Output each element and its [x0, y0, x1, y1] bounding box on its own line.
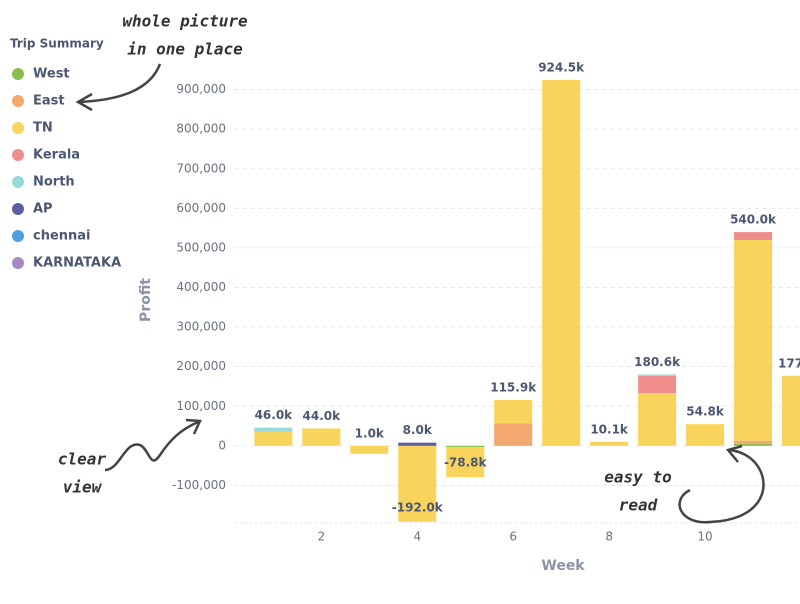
legend-marker[interactable]: [12, 176, 24, 188]
bar-segment: [254, 427, 293, 432]
bar-segment: [734, 440, 773, 444]
annotation-arrow: [75, 63, 162, 112]
legend-marker[interactable]: [12, 257, 24, 269]
legend-label[interactable]: AP: [33, 202, 53, 217]
bar-segment: [350, 445, 389, 454]
bar-segment: [398, 442, 437, 446]
y-tick-label: 400,000: [176, 280, 226, 294]
annotation: view: [63, 478, 103, 497]
bar-segment: [398, 445, 437, 522]
total-label: 177.0k: [778, 356, 800, 370]
y-tick-label: 500,000: [176, 240, 226, 254]
legend-label[interactable]: chennai: [33, 229, 91, 244]
y-tick-label: 100,000: [176, 399, 226, 413]
bar-segment: [446, 447, 485, 478]
y-tick-label: 600,000: [176, 201, 226, 215]
legend-marker[interactable]: [12, 203, 24, 215]
x-axis-label: Week: [541, 558, 585, 574]
legend-label[interactable]: Kerala: [33, 148, 80, 163]
annotation: easy to: [604, 468, 671, 487]
legend-marker[interactable]: [12, 68, 24, 80]
legend-label[interactable]: KARNATAKA: [33, 256, 121, 271]
bar-segment: [734, 232, 773, 240]
total-label: 540.0k: [730, 213, 777, 227]
bar-segment: [302, 428, 341, 446]
legend-marker[interactable]: [12, 95, 24, 107]
y-tick-label: -100,000: [172, 478, 226, 492]
legend-marker[interactable]: [12, 149, 24, 161]
bar-segment: [494, 423, 533, 446]
bar-segment: [542, 79, 581, 446]
annotations: whole picture in one place clear view ea…: [58, 12, 765, 524]
x-tick-label: 10: [697, 530, 712, 544]
bar-segment: [590, 441, 629, 446]
bar-segment: [734, 240, 773, 441]
y-tick-label: 200,000: [176, 359, 226, 373]
bar-segment: [638, 393, 677, 446]
total-label: 924.5k: [538, 60, 585, 74]
legend-label[interactable]: West: [33, 67, 70, 82]
total-label: 115.9k: [490, 380, 537, 394]
legend-label[interactable]: East: [33, 94, 65, 109]
annotation-arrow: [104, 418, 202, 472]
y-tick-label: 700,000: [176, 161, 226, 175]
annotation-arrow: [678, 444, 765, 524]
total-label: 54.8k: [686, 405, 725, 419]
annotation: in one place: [127, 40, 243, 59]
x-tick-label: 8: [605, 530, 613, 544]
annotation: clear: [58, 450, 107, 469]
y-tick-label: 0: [218, 438, 226, 452]
bar-segment: [638, 374, 677, 376]
x-tick-label: 4: [413, 530, 421, 544]
x-tick-label: 6: [509, 530, 517, 544]
y-tick-label: 300,000: [176, 320, 226, 334]
bar-segment: [254, 431, 293, 446]
bar-segment: [638, 375, 677, 394]
total-label: 46.0k: [255, 408, 294, 422]
total-label: 44.0k: [303, 409, 342, 423]
legend-title: Trip Summary: [10, 37, 104, 51]
total-label: 180.6k: [634, 355, 681, 369]
y-axis-label: Profit: [138, 278, 154, 322]
total-label: -78.8k: [444, 456, 488, 470]
y-tick-label: 900,000: [176, 82, 226, 96]
bar-segment: [734, 443, 773, 446]
legend-label[interactable]: TN: [33, 121, 53, 136]
legend-marker[interactable]: [12, 230, 24, 242]
bar-segment: [494, 399, 533, 424]
annotation: whole picture: [122, 12, 248, 31]
y-tick-label: 800,000: [176, 122, 226, 136]
total-label: 8.0k: [403, 423, 433, 437]
bar-segment: [446, 445, 485, 448]
total-label: 1.0k: [355, 426, 385, 440]
legend-marker[interactable]: [12, 122, 24, 134]
total-label: 10.1k: [590, 422, 629, 436]
total-label: -192.0k: [392, 500, 444, 514]
bar-segment: [686, 424, 725, 446]
annotation: read: [619, 496, 658, 515]
x-tick-label: 2: [318, 530, 326, 544]
bar-segment: [782, 375, 800, 446]
legend-label[interactable]: North: [33, 175, 75, 190]
